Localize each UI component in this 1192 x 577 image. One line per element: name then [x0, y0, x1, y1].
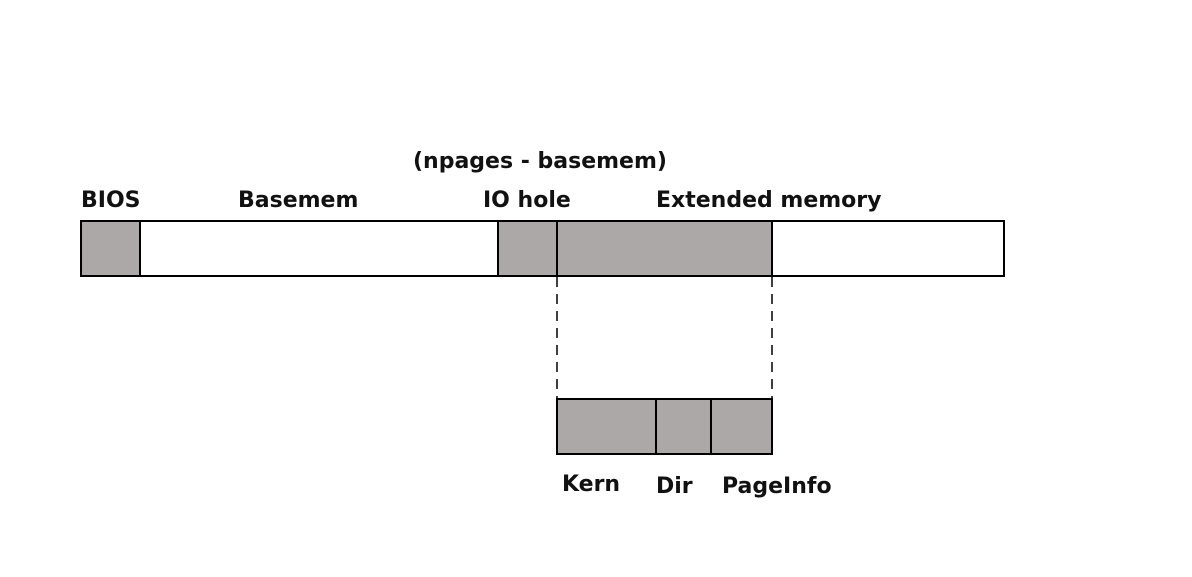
kern-label: Kern — [562, 472, 620, 497]
kernel-used-extended-region — [556, 220, 773, 277]
bios-region — [80, 220, 141, 277]
detail-bar — [556, 398, 773, 455]
pageinfo-region — [710, 398, 773, 455]
dir-region — [655, 398, 712, 455]
io-hole-region — [497, 220, 558, 277]
basemem-label: Basemem — [238, 188, 358, 213]
io-hole-label: IO hole — [483, 188, 571, 213]
pageinfo-label: PageInfo — [722, 474, 832, 499]
free-extended-region — [771, 220, 1005, 277]
basemem-region — [139, 220, 499, 277]
dir-label: Dir — [656, 474, 693, 499]
bios-label: BIOS — [81, 188, 141, 213]
memory-bar — [80, 220, 1005, 277]
extended-memory-label: Extended memory — [656, 188, 881, 213]
extended-size-label: (npages - basemem) — [413, 149, 667, 174]
zoom-lines — [556, 277, 773, 398]
kern-region — [556, 398, 657, 455]
